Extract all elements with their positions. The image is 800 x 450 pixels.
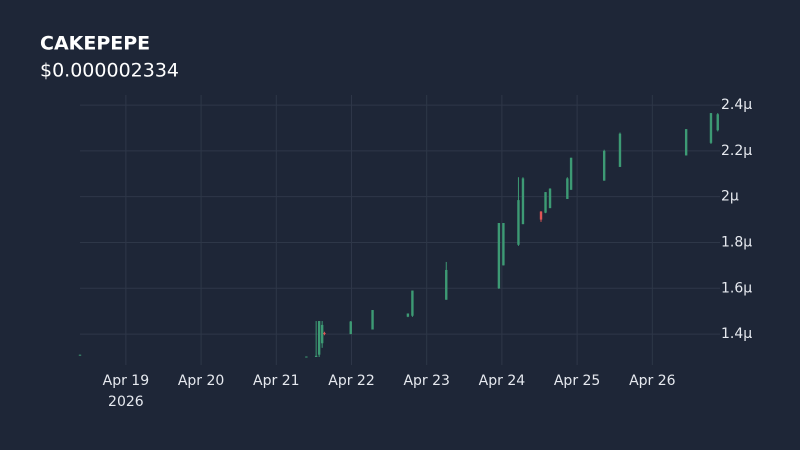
candle-body bbox=[521, 178, 525, 225]
candle-body bbox=[314, 355, 318, 357]
candle-body bbox=[497, 223, 501, 289]
grid bbox=[80, 95, 720, 365]
x-tick-label: Apr 25 bbox=[554, 373, 600, 389]
candle-body bbox=[618, 133, 622, 167]
candle-body bbox=[684, 129, 688, 156]
y-tick-label: 2.4µ bbox=[721, 97, 752, 113]
y-tick-label: 1.8µ bbox=[721, 234, 752, 250]
candle-body bbox=[502, 223, 505, 266]
candle-body bbox=[548, 188, 552, 209]
candle-body bbox=[445, 269, 448, 300]
candle-body bbox=[716, 114, 719, 131]
axis-labels: 1.4µ 1.6µ 1.8µ 2µ 2.2µ 2.4µ Apr 19 Apr 20 Apr 21… bbox=[103, 97, 753, 410]
x-tick-label: Apr 19 bbox=[103, 373, 149, 389]
y-tick-label: 2.2µ bbox=[721, 143, 752, 159]
x-tick-label: Apr 22 bbox=[328, 373, 374, 389]
y-tick-label: 1.4µ bbox=[721, 326, 752, 342]
candle-body bbox=[349, 321, 352, 335]
candle-body bbox=[517, 200, 520, 245]
candle-body bbox=[539, 211, 543, 220]
candle-body bbox=[544, 192, 547, 213]
candle-body bbox=[411, 290, 414, 316]
y-tick-label: 1.6µ bbox=[721, 280, 752, 296]
y-tick-label: 2µ bbox=[721, 189, 739, 205]
candle-body bbox=[569, 157, 573, 190]
x-tick-label: Apr 20 bbox=[178, 373, 224, 389]
candle-body bbox=[317, 321, 321, 355]
chart-title: CAKEPEPE bbox=[40, 33, 150, 55]
candle-body bbox=[406, 313, 410, 317]
candle-body bbox=[305, 356, 308, 358]
candle-body bbox=[371, 310, 374, 330]
price: $0.000002334 bbox=[40, 60, 179, 82]
x-tick-label: Apr 23 bbox=[403, 373, 449, 389]
candle-body bbox=[566, 178, 569, 199]
candles bbox=[78, 113, 719, 358]
candle-body bbox=[602, 150, 606, 181]
x-tick-label: Apr 26 bbox=[629, 373, 676, 389]
x-tick-label: Apr 21 bbox=[253, 373, 299, 389]
candle-body bbox=[320, 324, 324, 344]
candle-body bbox=[323, 332, 326, 335]
x-tick-label: Apr 24 bbox=[479, 373, 526, 389]
x-year-label: 2026 bbox=[108, 394, 144, 410]
candle-body bbox=[709, 113, 713, 143]
candle-body bbox=[78, 354, 82, 356]
